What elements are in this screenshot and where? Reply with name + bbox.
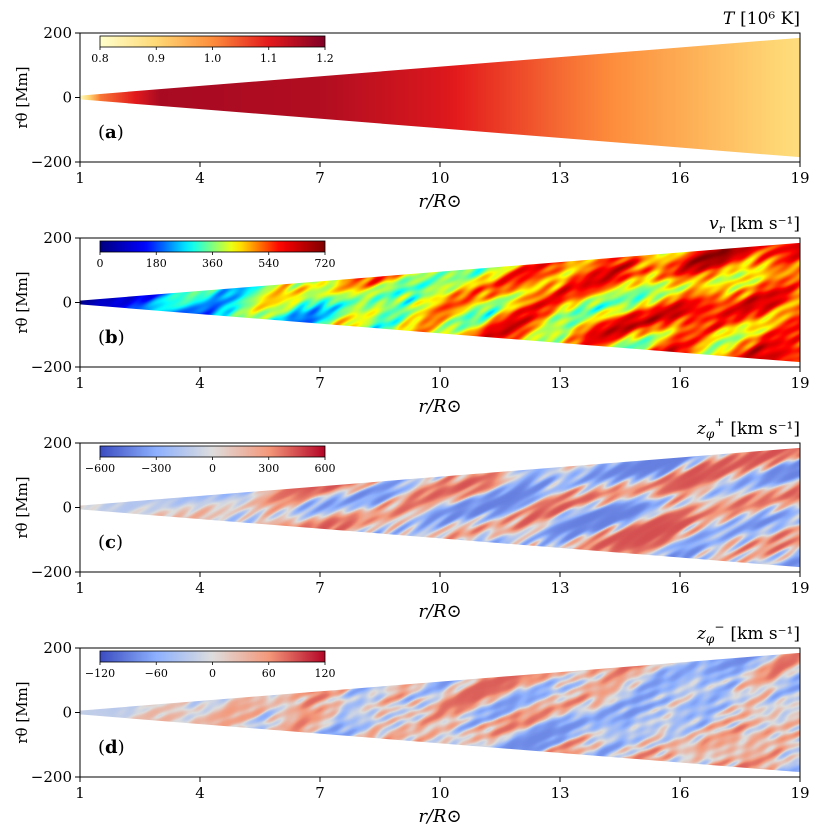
y-tick-label: 200	[43, 639, 72, 657]
colorbar-tick-label: 300	[258, 462, 279, 475]
colorbar	[99, 240, 326, 253]
y-axis-label: rθ [Mm]	[13, 681, 31, 743]
y-tick-label: 200	[43, 434, 72, 452]
colorbar-tick-label: 0	[97, 257, 104, 270]
colorbar-tick-label: −60	[145, 667, 168, 680]
colorbar-tick-label: 180	[146, 257, 167, 270]
y-tick-label: −200	[31, 563, 72, 581]
x-axis-label: r/R⊙	[418, 601, 461, 622]
x-tick-label: 7	[315, 169, 325, 187]
colorbar-tick-label: 0.9	[148, 52, 166, 65]
x-tick-label: 4	[195, 169, 205, 187]
x-tick-label: 4	[195, 784, 205, 802]
y-axis-label: rθ [Mm]	[13, 476, 31, 538]
x-tick-label: 16	[670, 374, 689, 392]
colorbar-tick-label: 540	[258, 257, 279, 270]
x-tick-label: 7	[315, 579, 325, 597]
x-tick-label: 1	[75, 374, 85, 392]
colorbar-tick-label: −300	[141, 462, 171, 475]
x-tick-label: 13	[550, 374, 569, 392]
x-tick-label: 19	[790, 374, 809, 392]
colorbar	[99, 445, 326, 458]
y-axis-label: rθ [Mm]	[13, 66, 31, 128]
x-tick-label: 4	[195, 579, 205, 597]
quantity-label: zφ− [km s⁻¹]	[696, 620, 800, 646]
quantity-label: T [10⁶ K]	[723, 9, 800, 29]
colorbar	[99, 650, 326, 663]
x-tick-label: 1	[75, 579, 85, 597]
x-tick-label: 13	[550, 579, 569, 597]
y-tick-label: 0	[62, 704, 72, 722]
x-tick-label: 16	[670, 579, 689, 597]
x-tick-label: 19	[790, 579, 809, 597]
panel-a: 1 4 7 10 13 16 19 200 0 −200 rθ [Mm] r/R⊙ T [10⁶ K] (a…	[13, 9, 810, 212]
x-axis-label: r/R⊙	[418, 806, 461, 827]
panel-b: 1 4 7 10 13 16 19 200 0 −200 rθ [Mm] r/R⊙ vr [km s⁻¹]…	[13, 214, 810, 417]
panel-label: (a)	[98, 122, 124, 143]
y-tick-label: 0	[62, 499, 72, 517]
x-tick-label: 1	[75, 784, 85, 802]
x-tick-label: 16	[670, 169, 689, 187]
x-tick-label: 1	[75, 169, 85, 187]
y-tick-label: 200	[43, 229, 72, 247]
y-tick-label: 0	[62, 89, 72, 107]
quantity-label: vr [km s⁻¹]	[709, 214, 800, 236]
colorbar-tick-label: −120	[85, 667, 115, 680]
y-tick-label: −200	[31, 768, 72, 786]
y-tick-label: −200	[31, 153, 72, 171]
colorbar-tick-label: 60	[262, 667, 276, 680]
panel-label: (d)	[98, 737, 125, 758]
x-tick-label: 19	[790, 169, 809, 187]
x-tick-label: 10	[430, 784, 449, 802]
panel-label: (b)	[98, 327, 125, 348]
y-tick-label: 200	[43, 24, 72, 42]
y-tick-label: −200	[31, 358, 72, 376]
x-axis-label: r/R⊙	[418, 396, 461, 417]
quantity-label: zφ+ [km s⁻¹]	[696, 415, 800, 441]
x-tick-label: 7	[315, 374, 325, 392]
field-wedge	[80, 242, 800, 363]
x-tick-label: 7	[315, 784, 325, 802]
colorbar-tick-label: 360	[202, 257, 223, 270]
colorbar-tick-label: 0	[209, 667, 216, 680]
x-tick-label: 4	[195, 374, 205, 392]
x-tick-label: 10	[430, 374, 449, 392]
colorbar-tick-label: 0	[209, 462, 216, 475]
colorbar-tick-label: 120	[315, 667, 336, 680]
x-axis-label: r/R⊙	[418, 191, 461, 212]
field-wedge	[80, 447, 800, 568]
x-tick-label: 16	[670, 784, 689, 802]
colorbar-tick-label: 600	[315, 462, 336, 475]
x-tick-label: 13	[550, 784, 569, 802]
y-tick-label: 0	[62, 294, 72, 312]
x-tick-label: 13	[550, 169, 569, 187]
x-tick-label: 10	[430, 579, 449, 597]
x-tick-label: 10	[430, 169, 449, 187]
colorbar	[99, 35, 326, 48]
panel-label: (c)	[98, 532, 123, 553]
field-wedge	[80, 652, 800, 773]
colorbar-tick-label: −600	[85, 462, 115, 475]
colorbar-tick-label: 1.1	[260, 52, 278, 65]
x-tick-label: 19	[790, 784, 809, 802]
colorbar-tick-label: 1.2	[316, 52, 334, 65]
colorbar-tick-label: 0.8	[91, 52, 109, 65]
panel-c: 1 4 7 10 13 16 19 200 0 −200 rθ [Mm] r/R⊙ zφ+ [km s⁻¹…	[13, 415, 810, 622]
y-axis-label: rθ [Mm]	[13, 271, 31, 333]
panel-d: 1 4 7 10 13 16 19 200 0 −200 rθ [Mm] r/R⊙ zφ− [km s⁻¹…	[13, 620, 810, 827]
colorbar-tick-label: 720	[315, 257, 336, 270]
field-wedge	[80, 37, 800, 158]
colorbar-tick-label: 1.0	[204, 52, 222, 65]
